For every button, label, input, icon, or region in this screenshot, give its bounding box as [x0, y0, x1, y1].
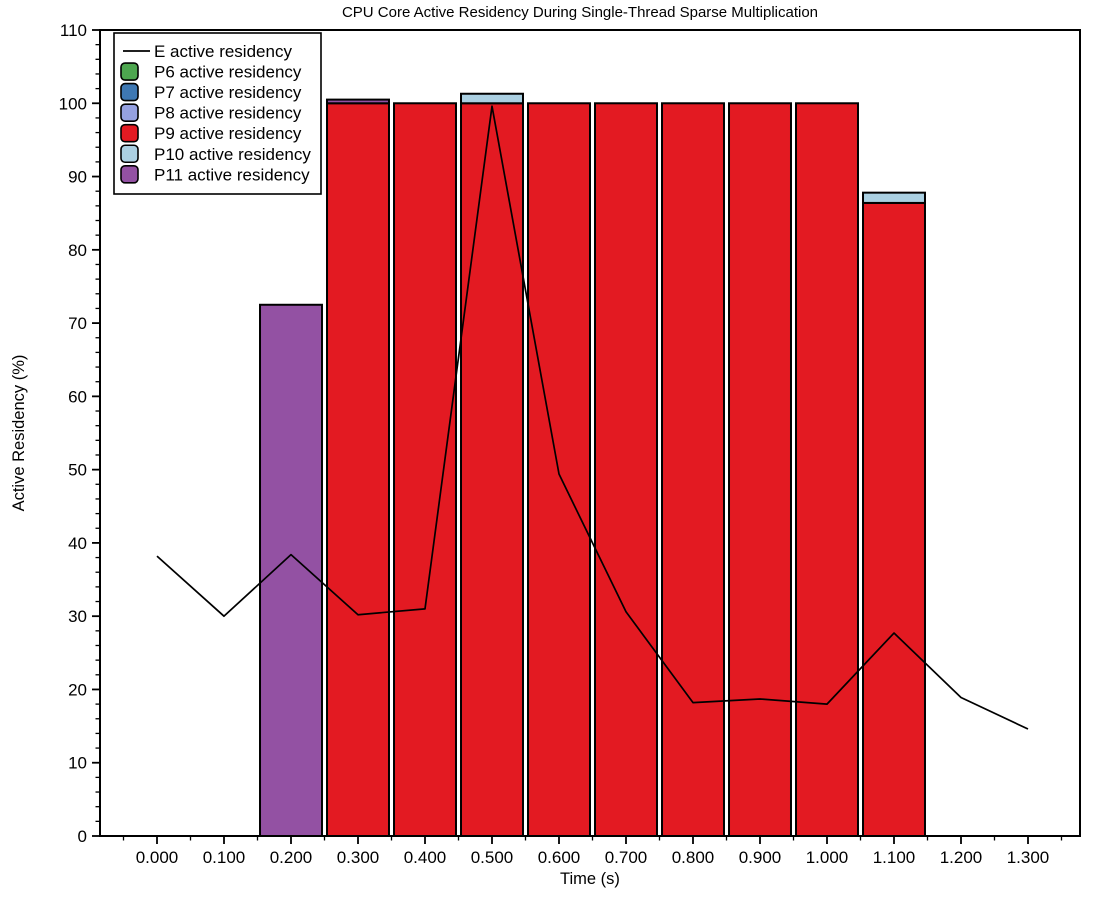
- x-tick-label: 1.100: [873, 848, 916, 867]
- x-tick-label: 0.600: [538, 848, 581, 867]
- y-tick-label: 0: [78, 827, 87, 846]
- y-tick-label: 30: [68, 607, 87, 626]
- legend-patch-P11: [120, 165, 139, 184]
- y-tick-label: 80: [68, 241, 87, 260]
- legend-label: P6 active residency: [154, 63, 302, 82]
- x-tick-label: 0.800: [672, 848, 715, 867]
- bar-segment-P9-t1.100: [862, 201, 926, 837]
- legend-patch-P6: [120, 62, 139, 81]
- legend-patch-P10: [120, 144, 139, 164]
- bar-segment-P9-t1.000: [795, 102, 859, 838]
- x-tick-label: 1.300: [1007, 848, 1050, 867]
- y-tick-label: 20: [68, 680, 87, 699]
- bars-group: [259, 92, 926, 838]
- x-axis-label: Time (s): [560, 870, 620, 888]
- bar-segment-P11-t0.300: [326, 98, 390, 105]
- x-tick-label: 0.300: [337, 848, 380, 867]
- legend-label: E active residency: [154, 42, 292, 61]
- x-tick-label: 1.000: [806, 848, 849, 867]
- bar-segment-P9-t0.300: [326, 102, 390, 838]
- legend-label: P11 active residency: [154, 165, 310, 184]
- legend-label: P9 active residency: [154, 124, 302, 143]
- y-tick-label: 110: [60, 21, 87, 40]
- y-tick-label: 90: [68, 168, 87, 187]
- legend-label: P10 active residency: [154, 145, 311, 164]
- y-axis: 0 10 20 30 40 50 60 70 80 90 100 110: [59, 21, 100, 846]
- bar-segment-P9-t0.700: [594, 102, 658, 838]
- legend-label: P8 active residency: [154, 104, 302, 123]
- bar-segment-P10-t1.100: [862, 191, 926, 204]
- x-tick-label: 0.200: [270, 848, 313, 867]
- e-residency-line: [156, 105, 1029, 730]
- y-tick-label: 60: [68, 387, 87, 406]
- legend-label: P7 active residency: [154, 83, 302, 102]
- x-tick-label: 0.000: [136, 848, 179, 867]
- x-tick-label: 0.100: [203, 848, 246, 867]
- bar-segment-P9-t0.800: [661, 102, 725, 838]
- x-tick-label: 1.200: [940, 848, 983, 867]
- y-tick-label: 50: [68, 461, 87, 480]
- bar-segment-P10-t0.500: [460, 92, 524, 105]
- x-tick-label: 0.900: [739, 848, 782, 867]
- x-tick-label: 0.500: [471, 848, 514, 867]
- y-tick-label: 100: [59, 94, 87, 113]
- y-tick-label: 40: [68, 534, 87, 553]
- y-tick-label: 70: [68, 314, 87, 333]
- y-axis-label: Active Residency (%): [10, 355, 28, 512]
- legend-box: [113, 32, 322, 195]
- bar-segment-P11-t0.200: [259, 303, 323, 838]
- x-axis: 0.000 0.100 0.200 0.300 0.400 0.500 0.600 0.700…: [122, 836, 1063, 867]
- x-tick-label: 0.700: [605, 848, 648, 867]
- y-tick-label: 10: [68, 754, 87, 773]
- x-tick-label: 0.400: [404, 848, 447, 867]
- bar-segment-P9-t0.500: [460, 102, 524, 838]
- legend-patch-P9: [120, 123, 139, 143]
- legend-patch-P7: [120, 82, 139, 102]
- bar-segment-P9-t0.900: [728, 102, 792, 838]
- legend-patch-P8: [120, 103, 139, 122]
- legend: E active residency P6 active residencyP7 …: [113, 32, 322, 195]
- bar-segment-P9-t0.400: [393, 102, 457, 838]
- chart-title: CPU Core Active Residency During Single-…: [342, 4, 818, 21]
